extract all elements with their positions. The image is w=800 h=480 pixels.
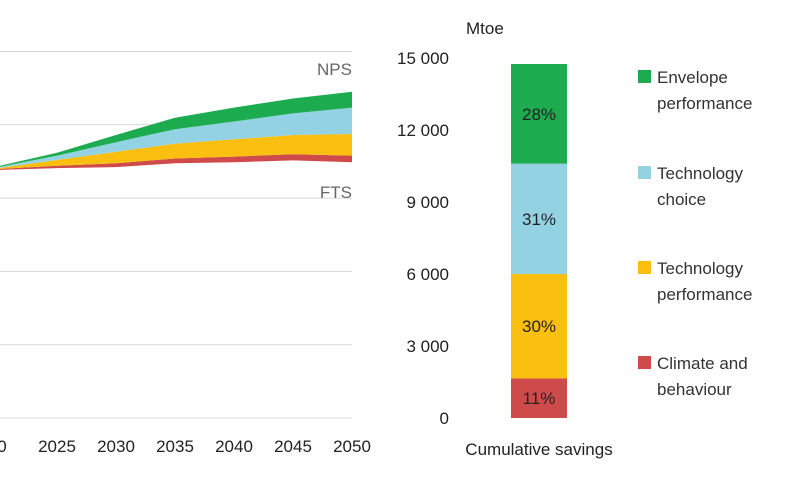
legend-label-technology-performance: performance: [657, 285, 752, 304]
x-tick-label: 0: [0, 437, 7, 456]
savings-trend-chart: 0 2025 2030 2035 2040 2045 2050 NPS FTS: [0, 51, 371, 456]
bar-segment-technology-choice: [511, 163, 567, 274]
bar-segment-climate-and-behaviour: [511, 378, 567, 418]
data-label-envelope-performance: 28%: [522, 105, 556, 124]
y-axis-unit-label: Mtoe: [466, 19, 504, 38]
y-tick-label: 6 000: [406, 265, 449, 284]
legend-label-climate-and-behaviour: Climate and: [657, 354, 748, 373]
legend: Envelope performance Technology choice Techn…: [638, 68, 752, 399]
legend-label-technology-performance: Technology: [657, 259, 744, 278]
legend-label-envelope-performance: Envelope: [657, 68, 728, 87]
x-tick-label: 2045: [274, 437, 312, 456]
legend-swatch-technology-choice: [638, 166, 651, 179]
area-technology-choice: [0, 107, 352, 168]
y-tick-label: 0: [440, 409, 449, 428]
x-tick-label: 2030: [97, 437, 135, 456]
data-label-technology-performance: 30%: [522, 317, 556, 336]
x-tick-label: 2040: [215, 437, 253, 456]
fts-annotation: FTS: [320, 183, 352, 202]
area-technology-performance: [0, 134, 352, 169]
area-envelope-performance: [0, 91, 352, 167]
y-tick-label: 3 000: [406, 337, 449, 356]
bar-segment-technology-performance: [511, 274, 567, 379]
y-tick-label: 9 000: [406, 193, 449, 212]
area-climate-and-behaviour: [0, 154, 352, 170]
nps-annotation: NPS: [317, 60, 352, 79]
x-category-label: Cumulative savings: [465, 440, 612, 459]
y-tick-label: 15 000: [397, 49, 449, 68]
bar-segment-envelope-performance: [511, 64, 567, 164]
data-label-climate-and-behaviour: 11%: [523, 389, 556, 408]
y-tick-label: 12 000: [397, 121, 449, 140]
legend-swatch-climate-and-behaviour: [638, 356, 651, 369]
cumulative-savings-chart: Mtoe 0 3 000 6 000 9 000 12 000 15 000 11% 30%…: [397, 19, 752, 459]
legend-swatch-technology-performance: [638, 261, 651, 274]
x-tick-label: 2025: [38, 437, 76, 456]
data-label-technology-choice: 31%: [522, 210, 556, 229]
legend-label-envelope-performance: performance: [657, 94, 752, 113]
x-tick-label: 2035: [156, 437, 194, 456]
x-tick-label: 2050: [333, 437, 371, 456]
legend-label-climate-and-behaviour: behaviour: [657, 380, 732, 399]
legend-label-technology-choice: Technology: [657, 164, 744, 183]
legend-label-technology-choice: choice: [657, 190, 706, 209]
legend-swatch-envelope-performance: [638, 70, 651, 83]
